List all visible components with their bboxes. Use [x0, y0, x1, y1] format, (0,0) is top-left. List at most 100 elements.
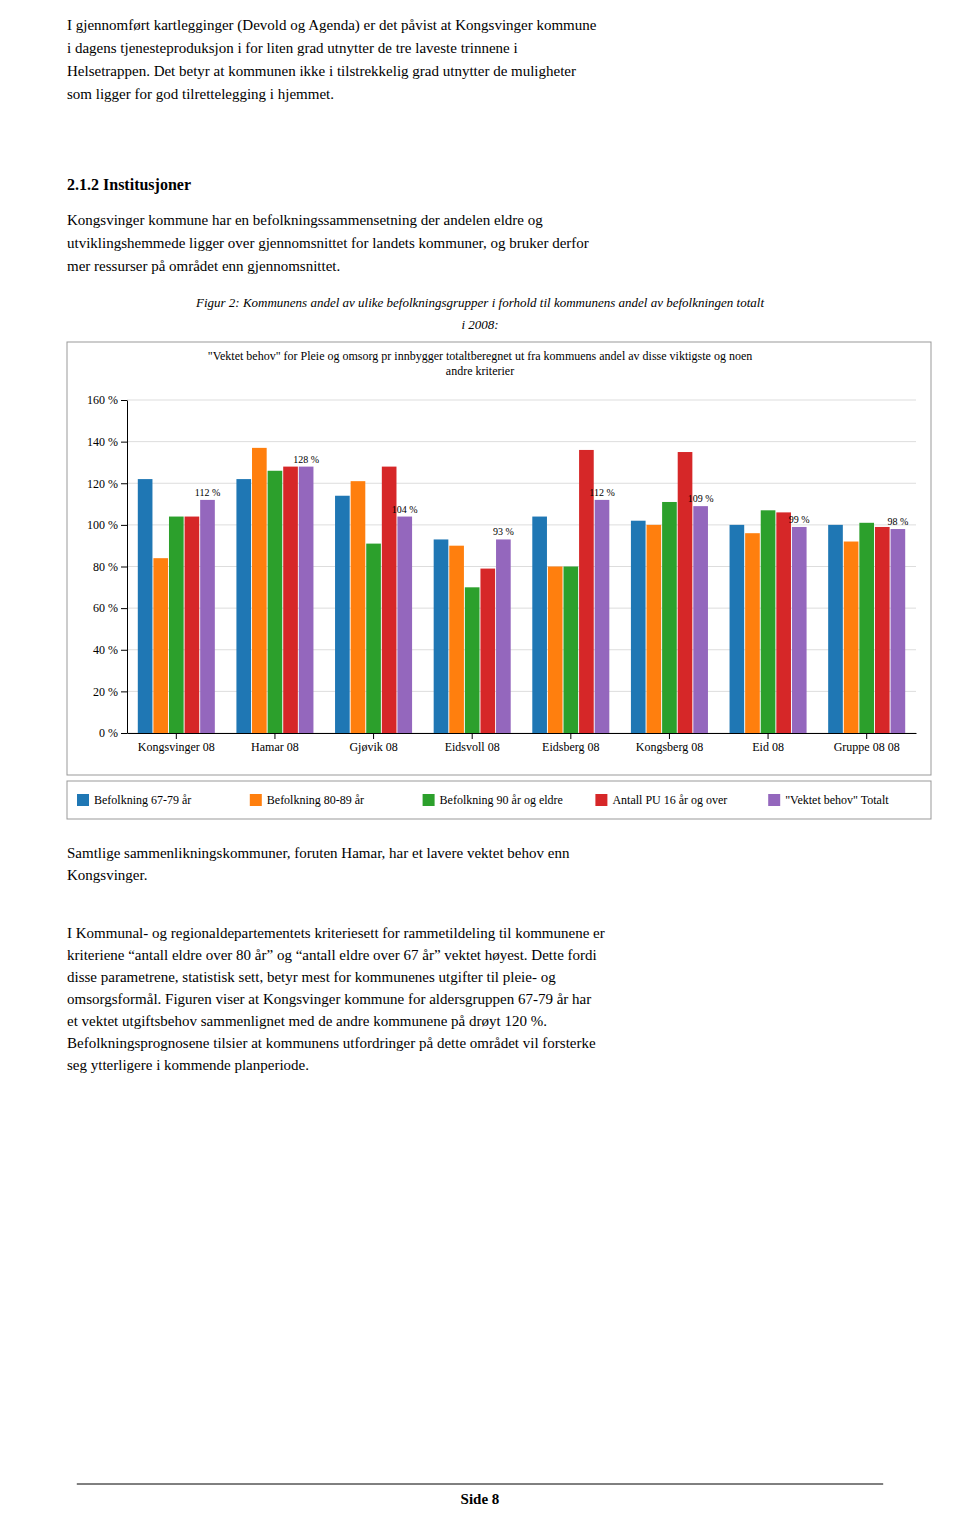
intro-text: I gjennomført kartlegginger (Devold og A… — [67, 17, 597, 102]
bar — [891, 529, 906, 733]
figure-caption-line: Figur 2: Kommunens andel av ulike befolk… — [195, 295, 764, 310]
y-tick-mark — [121, 691, 127, 692]
y-tick: 140 % — [87, 435, 127, 449]
section-text-line: utviklingshemmede ligger over gjennomsni… — [67, 235, 589, 251]
legend-label: Befolkning 90 år og eldre — [440, 793, 563, 807]
x-tick-label: Kongsberg 08 — [636, 740, 703, 754]
bottom-paragraph-line: Befolkningsprognosene tilsier at kommune… — [67, 1035, 596, 1051]
bar — [138, 479, 153, 733]
y-tick: 60 % — [93, 601, 127, 615]
bottom-paragraph: Samtlige sammenlikningskommuner, foruten… — [67, 845, 570, 883]
y-tick-mark — [121, 650, 127, 651]
y-tick-mark — [121, 525, 127, 526]
data-label: 93 % — [493, 526, 514, 537]
x-axis: Kongsvinger 08 Hamar 08 Gjøvik 08 Eidsvoll … — [128, 733, 917, 754]
bar — [335, 496, 350, 733]
bar — [844, 542, 859, 733]
bar — [153, 558, 168, 733]
y-tick: 0 % — [99, 726, 127, 740]
data-label: 112 % — [195, 487, 220, 498]
y-tick: 20 % — [93, 685, 127, 699]
bottom-paragraph-line: kriteriene “antall eldre over 80 år” og … — [67, 947, 597, 963]
grid — [127, 400, 916, 733]
x-tick-mark — [669, 733, 670, 739]
y-tick-label: 100 % — [87, 518, 118, 532]
bar — [595, 500, 610, 733]
bar — [268, 471, 283, 733]
y-tick: 160 % — [87, 393, 127, 407]
x-tick: Hamar 08 — [251, 733, 299, 754]
x-tick-mark — [570, 733, 571, 739]
grid-line — [127, 441, 916, 442]
bar — [745, 533, 760, 733]
y-tick-label: 0 % — [99, 726, 118, 740]
x-tick-mark — [274, 733, 275, 739]
x-tick-label: Hamar 08 — [251, 740, 299, 754]
chart-title: "Vektet behov" for Pleie og omsorg pr in… — [208, 349, 752, 378]
x-tick-label: Eidsvoll 08 — [445, 740, 500, 754]
x-axis-line — [128, 733, 917, 734]
y-tick: 40 % — [93, 643, 127, 657]
x-tick: Gjøvik 08 — [349, 733, 397, 754]
section-header: 2.1.2 Institusjoner — [67, 176, 191, 194]
y-tick-mark — [121, 483, 127, 484]
bar — [397, 517, 412, 733]
bottom-paragraph-line: seg ytterligere i kommende planperiode. — [67, 1057, 309, 1073]
bar — [434, 539, 449, 733]
x-tick-label: Eidsberg 08 — [542, 740, 599, 754]
bar — [532, 517, 547, 733]
legend-frame — [67, 781, 931, 819]
intro-text-line: Helsetrappen. Det betyr at kommunen ikke… — [67, 63, 576, 79]
data-label: 128 % — [293, 454, 319, 465]
figure-caption-line: i 2008: — [461, 317, 498, 332]
y-tick-mark — [121, 608, 127, 609]
y-tick-label: 120 % — [87, 477, 118, 491]
bar — [252, 448, 267, 733]
legend-label: Befolkning 67-79 år — [94, 793, 191, 807]
bar — [792, 527, 807, 733]
bottom-paragraph: I Kommunal- og regionaldepartementets kr… — [67, 925, 605, 1073]
y-tick-label: 20 % — [93, 685, 118, 699]
legend-swatch — [768, 794, 780, 806]
x-tick-label: Gjøvik 08 — [349, 740, 397, 754]
x-tick-mark — [768, 733, 769, 739]
bar — [730, 525, 745, 733]
bar — [236, 479, 251, 733]
data-label: 104 % — [392, 504, 418, 515]
y-tick-label: 60 % — [93, 601, 118, 615]
y-tick: 100 % — [87, 518, 127, 532]
figure-caption: Figur 2: Kommunens andel av ulike befolk… — [195, 295, 764, 332]
x-tick: Kongsvinger 08 — [138, 733, 215, 754]
bar — [169, 517, 184, 733]
bar — [283, 467, 298, 733]
section-text-line: Kongsvinger kommune har en befolkningssa… — [67, 212, 543, 228]
bottom-paragraph-line: Kongsvinger. — [67, 867, 147, 883]
x-tick: Eidsvoll 08 — [445, 733, 500, 754]
footer-rule — [77, 1484, 883, 1485]
bar — [563, 567, 578, 734]
bottom-paragraph-line: Samtlige sammenlikningskommuner, foruten… — [67, 845, 570, 861]
bar — [548, 567, 563, 734]
legend-label: Antall PU 16 år og over — [612, 793, 727, 807]
y-tick-label: 140 % — [87, 435, 118, 449]
section-header-line: 2.1.2 Institusjoner — [67, 176, 191, 194]
bar — [449, 546, 464, 733]
y-tick-label: 160 % — [87, 393, 118, 407]
x-tick: Kongsberg 08 — [636, 733, 703, 754]
x-tick-label: Gruppe 08 08 — [834, 740, 900, 754]
legend-swatch — [77, 794, 89, 806]
bar — [761, 510, 776, 733]
x-tick: Gruppe 08 08 — [834, 733, 900, 754]
data-labels: 112 %128 %104 %93 %112 %109 %99 %98 % — [195, 454, 909, 538]
bar — [351, 481, 366, 733]
bar — [366, 544, 381, 733]
y-tick-label: 80 % — [93, 560, 118, 574]
bar — [693, 506, 708, 733]
legend-swatch — [250, 794, 262, 806]
y-tick-mark — [121, 400, 127, 401]
bar — [185, 517, 200, 733]
chart-title-line: "Vektet behov" for Pleie og omsorg pr in… — [208, 349, 752, 363]
footer-text: Side 8 — [461, 1491, 500, 1507]
intro-text-line: i dagens tjenesteproduksjon i for liten … — [67, 40, 518, 56]
section-text-line: mer ressurser på området enn gjennomsnit… — [67, 258, 340, 274]
